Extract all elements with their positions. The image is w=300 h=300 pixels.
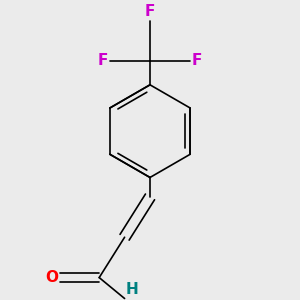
Text: F: F: [192, 53, 202, 68]
Text: O: O: [45, 270, 58, 285]
Text: F: F: [145, 4, 155, 19]
Text: F: F: [98, 53, 108, 68]
Text: H: H: [126, 282, 139, 297]
